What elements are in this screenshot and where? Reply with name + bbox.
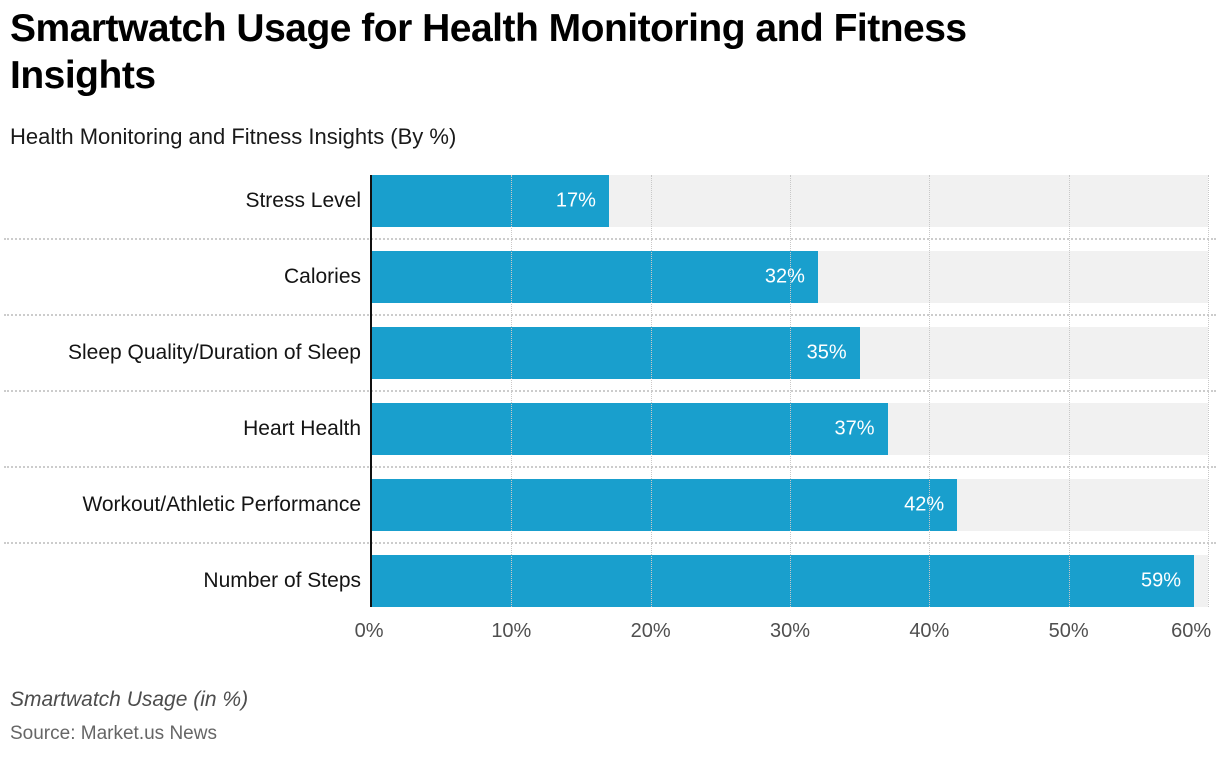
bar-value-label: 37%: [834, 417, 875, 440]
bar-track: 35%: [372, 326, 1208, 379]
category-label: Sleep Quality/Duration of Sleep: [67, 340, 361, 364]
x-axis-tick-label: 30%: [769, 619, 811, 642]
category-label: Number of Steps: [203, 568, 361, 592]
bar-value-label: 32%: [764, 265, 805, 288]
bar-track: 32%: [372, 250, 1208, 303]
x-axis-tick-label: 50%: [1048, 619, 1089, 642]
chart-row: Heart Health 37%: [4, 402, 1216, 479]
bar[interactable]: 59%: [372, 554, 1195, 607]
bar-track: 37%: [372, 402, 1208, 455]
chart-source: Source: Market.us News: [10, 722, 217, 744]
x-axis-ticks: 0% 10% 20% 30% 40% 50% 60%: [355, 619, 1212, 646]
chart-figure: Smartwatch Usage for Health Monitoring a…: [4, 7, 1216, 744]
x-axis-tick-label: 60%: [1171, 619, 1212, 642]
bar-track: 42%: [372, 478, 1208, 531]
x-axis-tick-label: 40%: [909, 619, 950, 642]
bar[interactable]: 37%: [372, 402, 888, 455]
page-title: Smartwatch Usage for Health Monitoring a…: [10, 7, 967, 97]
bar[interactable]: 17%: [372, 174, 609, 227]
bar[interactable]: 32%: [372, 250, 818, 303]
bar-value-label: 35%: [806, 341, 847, 364]
bar-value-label: 59%: [1141, 569, 1182, 592]
x-axis-tick-label: 10%: [491, 619, 532, 642]
bar-chart: Stress Level 17% Calories 32% Sleep Quality/…: [4, 174, 1216, 607]
chart-row: Workout/Athletic Performance 42%: [4, 478, 1216, 555]
chart-rows: Stress Level 17% Calories 32% Sleep Quality/…: [4, 174, 1216, 607]
category-label: Heart Health: [243, 416, 361, 440]
bar-value-label: 42%: [904, 493, 945, 516]
bar-value-label: 17%: [555, 189, 596, 212]
chart-notes: Smartwatch Usage (in %): [10, 687, 249, 711]
category-label: Stress Level: [245, 188, 361, 212]
chart-subtitle: Health Monitoring and Fitness Insights (…: [10, 123, 457, 149]
category-label: Calories: [283, 264, 361, 288]
bar-track: 17%: [372, 174, 1208, 227]
bar[interactable]: 35%: [372, 326, 860, 379]
chart-row: Number of Steps 59%: [10, 554, 1208, 607]
x-axis-tick-label: 20%: [630, 619, 671, 642]
bar[interactable]: 42%: [372, 478, 958, 531]
chart-row: Calories 32%: [4, 250, 1216, 327]
chart-row: Sleep Quality/Duration of Sleep 35%: [4, 326, 1216, 403]
category-label: Workout/Athletic Performance: [82, 492, 361, 516]
bar-track: 59%: [372, 554, 1208, 607]
x-axis-tick-label: 0%: [354, 619, 384, 642]
chart-row: Stress Level 17%: [4, 174, 1216, 251]
